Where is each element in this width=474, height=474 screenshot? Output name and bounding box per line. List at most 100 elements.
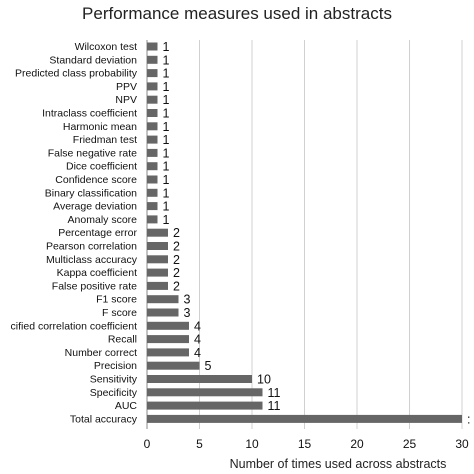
- bar: [147, 401, 263, 410]
- x-axis-title: Number of times used across abstracts: [230, 457, 447, 471]
- bar: [147, 255, 168, 264]
- data-label: 4: [194, 346, 201, 360]
- category-label: Percentage error: [58, 227, 137, 239]
- data-label: 2: [173, 226, 180, 240]
- data-label: 1: [163, 93, 170, 107]
- bar: [147, 42, 158, 51]
- bar: [147, 82, 158, 91]
- data-label: 2: [173, 279, 180, 293]
- category-label: Pearson correlation: [46, 241, 137, 253]
- x-tick-label: 10: [245, 437, 259, 451]
- chart-title: Performance measures used in abstracts: [82, 4, 392, 23]
- bar: [147, 55, 158, 64]
- bar: [147, 122, 158, 131]
- bar: [147, 321, 189, 330]
- x-tick-label: 5: [196, 437, 203, 451]
- data-label: 1: [163, 213, 170, 227]
- bar: [147, 215, 158, 224]
- data-label: 1: [163, 133, 170, 147]
- data-label: 3: [184, 306, 191, 320]
- x-tick-label: 25: [403, 437, 417, 451]
- bar: [147, 281, 168, 290]
- data-label: 1: [163, 160, 170, 174]
- x-tick-label: 0: [144, 437, 151, 451]
- category-label: Recall: [108, 334, 137, 346]
- bar: [147, 414, 462, 423]
- category-label: Binary classification: [45, 187, 137, 199]
- category-label: Friedman test: [73, 134, 137, 146]
- category-label: Confidence score: [55, 174, 137, 186]
- bar: [147, 348, 189, 357]
- category-label: cified correlation coefficient: [11, 320, 138, 332]
- category-label: Standard deviation: [49, 54, 137, 66]
- data-label: 11: [268, 399, 281, 413]
- bar: [147, 295, 179, 304]
- x-tick-label: 20: [350, 437, 364, 451]
- category-label: F score: [102, 307, 137, 319]
- bar: [147, 188, 158, 197]
- bar: [147, 335, 189, 344]
- category-label: Intraclass coefficient: [42, 108, 137, 120]
- data-label: 1: [163, 107, 170, 121]
- data-label: 2: [173, 240, 180, 254]
- bar: [147, 162, 158, 171]
- category-label: Number correct: [65, 347, 137, 359]
- x-tick-label: 30: [455, 437, 469, 451]
- bar: [147, 228, 168, 237]
- category-label: False positive rate: [52, 280, 137, 292]
- data-label: 2: [173, 253, 180, 267]
- bar: [147, 375, 252, 383]
- category-label: Anomaly score: [68, 214, 138, 226]
- data-label: 1: [163, 67, 170, 81]
- category-label: False negative rate: [48, 147, 137, 159]
- bar: [147, 175, 158, 184]
- category-label: Total accuracy: [70, 413, 138, 425]
- data-label: 5: [205, 359, 212, 373]
- data-label: 2: [173, 266, 180, 280]
- bars: [147, 42, 462, 423]
- category-label: Predicted class probability: [15, 68, 138, 80]
- x-tick-label: 15: [298, 437, 312, 451]
- category-label: Average deviation: [53, 201, 137, 213]
- bar: [147, 202, 158, 211]
- data-label: 1: [163, 80, 170, 94]
- data-label: :: [467, 412, 470, 426]
- x-tick-labels: 0 5 10 15 20 25 30: [144, 437, 469, 451]
- data-label: 1: [163, 53, 170, 67]
- grid-lines: [146, 40, 463, 429]
- data-label: 1: [163, 200, 170, 214]
- bar: [147, 109, 158, 117]
- category-label: F1 score: [96, 294, 137, 306]
- bar: [147, 361, 200, 370]
- bar: [147, 148, 158, 157]
- category-label: PPV: [116, 81, 137, 93]
- data-label: 1: [163, 186, 170, 200]
- bar: [147, 242, 168, 250]
- category-label: Dice coefficient: [66, 161, 137, 173]
- data-label: 10: [257, 373, 271, 387]
- bar: [147, 135, 158, 144]
- category-label: Multiclass accuracy: [46, 254, 138, 266]
- category-label: Kappa coefficient: [57, 267, 137, 279]
- bar: [147, 388, 263, 397]
- data-label: 3: [184, 293, 191, 307]
- category-label: Specificity: [90, 387, 138, 399]
- data-label: 1: [163, 120, 170, 134]
- data-label: 1: [163, 173, 170, 187]
- category-label: Harmonic mean: [63, 121, 137, 133]
- category-label: Sensitivity: [90, 374, 138, 386]
- category-label: Precision: [94, 360, 137, 372]
- bar: [147, 69, 158, 78]
- category-label: NPV: [115, 94, 137, 106]
- category-label: AUC: [115, 400, 138, 412]
- category-label: Wilcoxon test: [75, 41, 138, 53]
- data-label: 11: [268, 386, 281, 400]
- data-label: 1: [163, 40, 170, 54]
- data-label: 4: [194, 333, 201, 347]
- bar: [147, 308, 179, 317]
- data-label: 1: [163, 146, 170, 160]
- data-label: 4: [194, 319, 201, 333]
